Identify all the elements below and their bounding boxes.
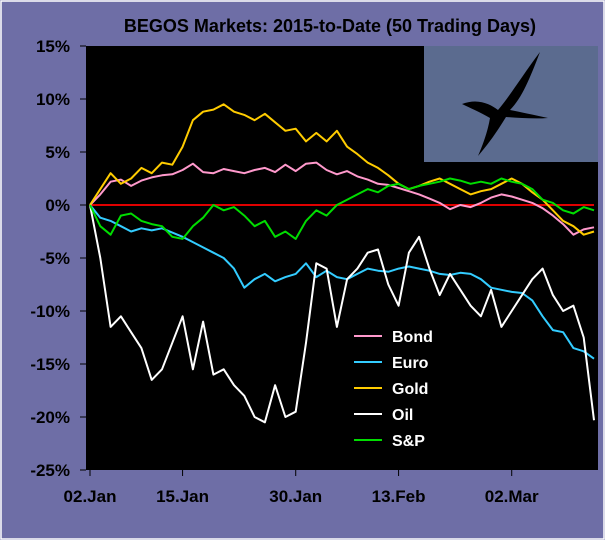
y-tick-label: 10% — [36, 90, 70, 109]
x-tick-label: 02.Jan — [64, 487, 117, 506]
y-axis: 15% 10% 5% 0% -5% -10% -15% -20% -25% — [30, 37, 86, 480]
legend-label-gold: Gold — [392, 381, 428, 398]
series-line-s-p — [89, 177, 595, 240]
x-tick-label: 02.Mar — [485, 487, 539, 506]
legend-label-oil: Oil — [392, 407, 413, 424]
series-lines — [89, 103, 595, 424]
y-tick-label: -10% — [30, 302, 70, 321]
x-tick-label: 30.Jan — [269, 487, 322, 506]
x-axis: 02.Jan 15.Jan 30.Jan 13.Feb 02.Mar — [64, 470, 539, 506]
legend-label-euro: Euro — [392, 355, 429, 372]
y-tick-label: -15% — [30, 355, 70, 374]
series-line-gold — [89, 103, 595, 236]
y-tick-label: 0% — [45, 196, 70, 215]
bird-inset — [424, 46, 598, 162]
bird-icon — [462, 52, 548, 156]
legend-label-bond: Bond — [392, 329, 433, 346]
y-tick-label: 15% — [36, 37, 70, 56]
x-tick-label: 13.Feb — [372, 487, 426, 506]
legend-label-s-p: S&P — [392, 433, 425, 450]
legend: Bond Euro Gold Oil S&P — [354, 329, 433, 450]
series-line-bond — [89, 161, 595, 236]
y-tick-label: -25% — [30, 461, 70, 480]
chart-title: BEGOS Markets: 2015-to-Date (50 Trading … — [124, 16, 536, 36]
y-tick-label: -20% — [30, 408, 70, 427]
y-tick-label: -5% — [40, 249, 70, 268]
series-line-euro — [89, 204, 595, 360]
series-line-oil — [89, 204, 595, 424]
y-tick-label: 5% — [45, 143, 70, 162]
x-tick-label: 15.Jan — [156, 487, 209, 506]
